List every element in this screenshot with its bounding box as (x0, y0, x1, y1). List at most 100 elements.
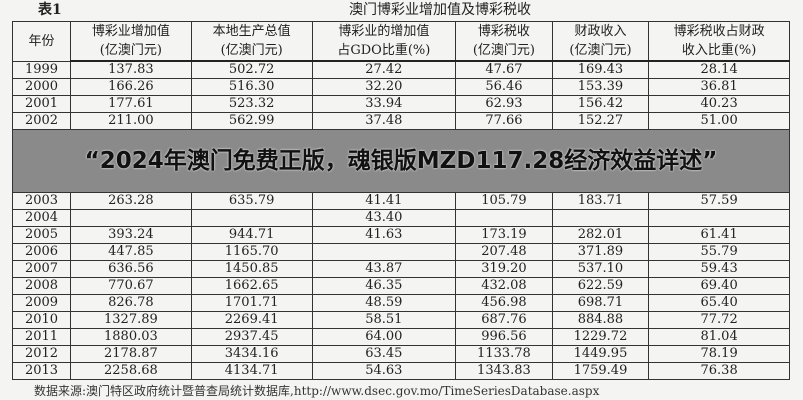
table-row: 2003 263.28 635.79 41.41 105.79 183.71 57.59 (12, 192, 790, 210)
value-cell: 2269.41 (190, 311, 313, 329)
table-row: 2004 43.40 (12, 209, 790, 227)
value-cell: 263.28 (70, 192, 192, 210)
value-cell: 54.63 (311, 362, 457, 380)
value-cell: 169.43 (551, 60, 650, 79)
overlay-banner: “2024年澳门免费正版，魂银版MZD117.28经济效益详述” (12, 129, 790, 193)
year-cell: 1999 (12, 60, 71, 79)
value-cell: 884.88 (551, 311, 650, 329)
value-cell: 41.41 (311, 192, 457, 210)
value-cell: 537.10 (551, 260, 650, 278)
column-header: (亿澳门元) (455, 41, 553, 62)
value-cell: 432.08 (455, 277, 553, 295)
value-cell: 635.79 (190, 192, 313, 210)
value-cell: 105.79 (455, 192, 553, 210)
value-cell: 48.59 (311, 294, 457, 312)
year-cell: 2004 (12, 209, 71, 227)
value-cell: 47.67 (455, 60, 553, 79)
year-cell: 2002 (12, 112, 71, 130)
value-cell: 523.32 (190, 95, 313, 113)
value-cell: 183.71 (551, 192, 650, 210)
value-cell: 1880.03 (70, 328, 192, 346)
column-header: 本地生产总值 (190, 21, 313, 41)
value-cell: 51.00 (648, 112, 790, 130)
value-cell: 1343.83 (455, 362, 553, 380)
column-header: (亿澳门元) (70, 41, 192, 62)
data-source-note: 数据来源:澳门特区政府统计暨普查局统计数据库,http://www.dsec.g… (34, 384, 600, 398)
value-cell: 33.94 (311, 95, 457, 113)
value-cell: 636.56 (70, 260, 192, 278)
year-cell: 2001 (12, 95, 71, 113)
value-cell: 516.30 (190, 78, 313, 96)
value-cell: 36.81 (648, 78, 790, 96)
value-cell: 3434.16 (190, 345, 313, 363)
value-cell: 41.63 (311, 226, 457, 244)
value-cell: 81.04 (648, 328, 790, 346)
column-header: (亿澳门元) (551, 41, 650, 62)
table-row: 2009 826.78 1701.71 48.59 456.98 698.71 65.40 (12, 294, 790, 312)
year-cell: 2010 (12, 311, 71, 329)
value-cell: 63.45 (311, 345, 457, 363)
column-header: 博彩税收 (455, 21, 553, 41)
value-cell: 622.59 (551, 277, 650, 295)
value-cell: 211.00 (70, 112, 192, 130)
table-row: 1999 137.83 502.72 27.42 47.67 169.43 28.14 (12, 60, 790, 79)
value-cell: 4134.71 (190, 362, 313, 380)
year-cell: 2009 (12, 294, 71, 312)
column-header: 年份 (12, 21, 71, 61)
value-cell: 77.66 (455, 112, 553, 130)
column-header: 财政收入 (551, 21, 650, 41)
value-cell: 177.61 (70, 95, 192, 113)
value-cell: 1450.85 (190, 260, 313, 278)
value-cell: 996.56 (455, 328, 553, 346)
value-cell: 1327.89 (70, 311, 192, 329)
table-label: 表1 (38, 2, 62, 18)
value-cell: 173.19 (455, 226, 553, 244)
column-header: 博彩业增加值 (70, 21, 192, 41)
table-row: 2012 2178.87 3434.16 63.45 1133.78 1449.95 78.… (12, 345, 790, 363)
value-cell: 77.72 (648, 311, 790, 329)
value-cell: 27.42 (311, 60, 457, 79)
value-cell: 826.78 (70, 294, 192, 312)
table-title: 澳门博彩业增加值及博彩税收 (349, 2, 531, 18)
table-row: 2001 177.61 523.32 33.94 62.93 156.42 40.23 (12, 95, 790, 113)
overlay-headline: “2024年澳门免费正版，魂银版MZD117.28经济效益详述” (12, 129, 790, 193)
value-cell: 65.40 (648, 294, 790, 312)
value-cell: 153.39 (551, 78, 650, 96)
value-cell: 319.20 (455, 260, 553, 278)
value-cell: 58.51 (311, 311, 457, 329)
value-cell: 55.79 (648, 243, 790, 261)
table-row: 2010 1327.89 2269.41 58.51 687.76 884.88 77.72 (12, 311, 790, 329)
table-row: 2007 636.56 1450.85 43.87 319.20 537.10 59.43 (12, 260, 790, 278)
value-cell (455, 209, 553, 227)
column-header: 博彩税收占财政 (648, 21, 790, 41)
value-cell: 61.41 (648, 226, 790, 244)
year-cell: 2008 (12, 277, 71, 295)
value-cell: 62.93 (455, 95, 553, 113)
value-cell: 207.48 (455, 243, 553, 261)
value-cell: 1759.49 (551, 362, 650, 380)
column-header: 占GDO比重(%) (311, 41, 457, 62)
value-cell (311, 243, 457, 261)
value-cell: 32.20 (311, 78, 457, 96)
year-cell: 2000 (12, 78, 71, 96)
value-cell: 43.40 (311, 209, 457, 227)
value-cell: 137.83 (70, 60, 192, 79)
value-cell: 393.24 (70, 226, 192, 244)
value-cell: 56.46 (455, 78, 553, 96)
value-cell: 698.71 (551, 294, 650, 312)
value-cell: 37.48 (311, 112, 457, 130)
table-row: 2005 393.24 944.71 41.63 173.19 282.01 61.41 (12, 226, 790, 244)
value-cell: 76.38 (648, 362, 790, 380)
year-cell: 2003 (12, 192, 71, 210)
value-cell (190, 209, 313, 227)
value-cell (70, 209, 192, 227)
column-header: 博彩业的增加值 (311, 21, 457, 41)
year-cell: 2006 (12, 243, 71, 261)
value-cell: 40.23 (648, 95, 790, 113)
table-row: 2008 770.67 1662.65 46.35 432.08 622.59 69.40 (12, 277, 790, 295)
value-cell: 1165.70 (190, 243, 313, 261)
value-cell: 1701.71 (190, 294, 313, 312)
value-cell: 371.89 (551, 243, 650, 261)
value-cell: 1662.65 (190, 277, 313, 295)
value-cell (648, 209, 790, 227)
